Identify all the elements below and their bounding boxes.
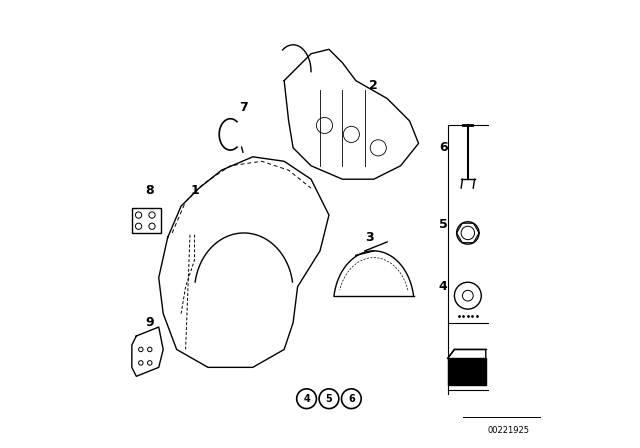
- Text: 1: 1: [190, 184, 199, 197]
- Text: 4: 4: [303, 394, 310, 404]
- Text: 3: 3: [365, 231, 374, 244]
- Text: 9: 9: [145, 316, 154, 329]
- Text: 5: 5: [439, 217, 447, 231]
- Text: 7: 7: [239, 101, 248, 114]
- Text: 5: 5: [326, 394, 332, 404]
- Text: 8: 8: [145, 184, 154, 197]
- Text: 2: 2: [369, 78, 378, 92]
- Bar: [448, 358, 486, 385]
- Text: 6: 6: [439, 141, 447, 155]
- Text: 00221925: 00221925: [487, 426, 529, 435]
- Text: 4: 4: [439, 280, 447, 293]
- Text: 6: 6: [348, 394, 355, 404]
- Bar: [132, 208, 161, 233]
